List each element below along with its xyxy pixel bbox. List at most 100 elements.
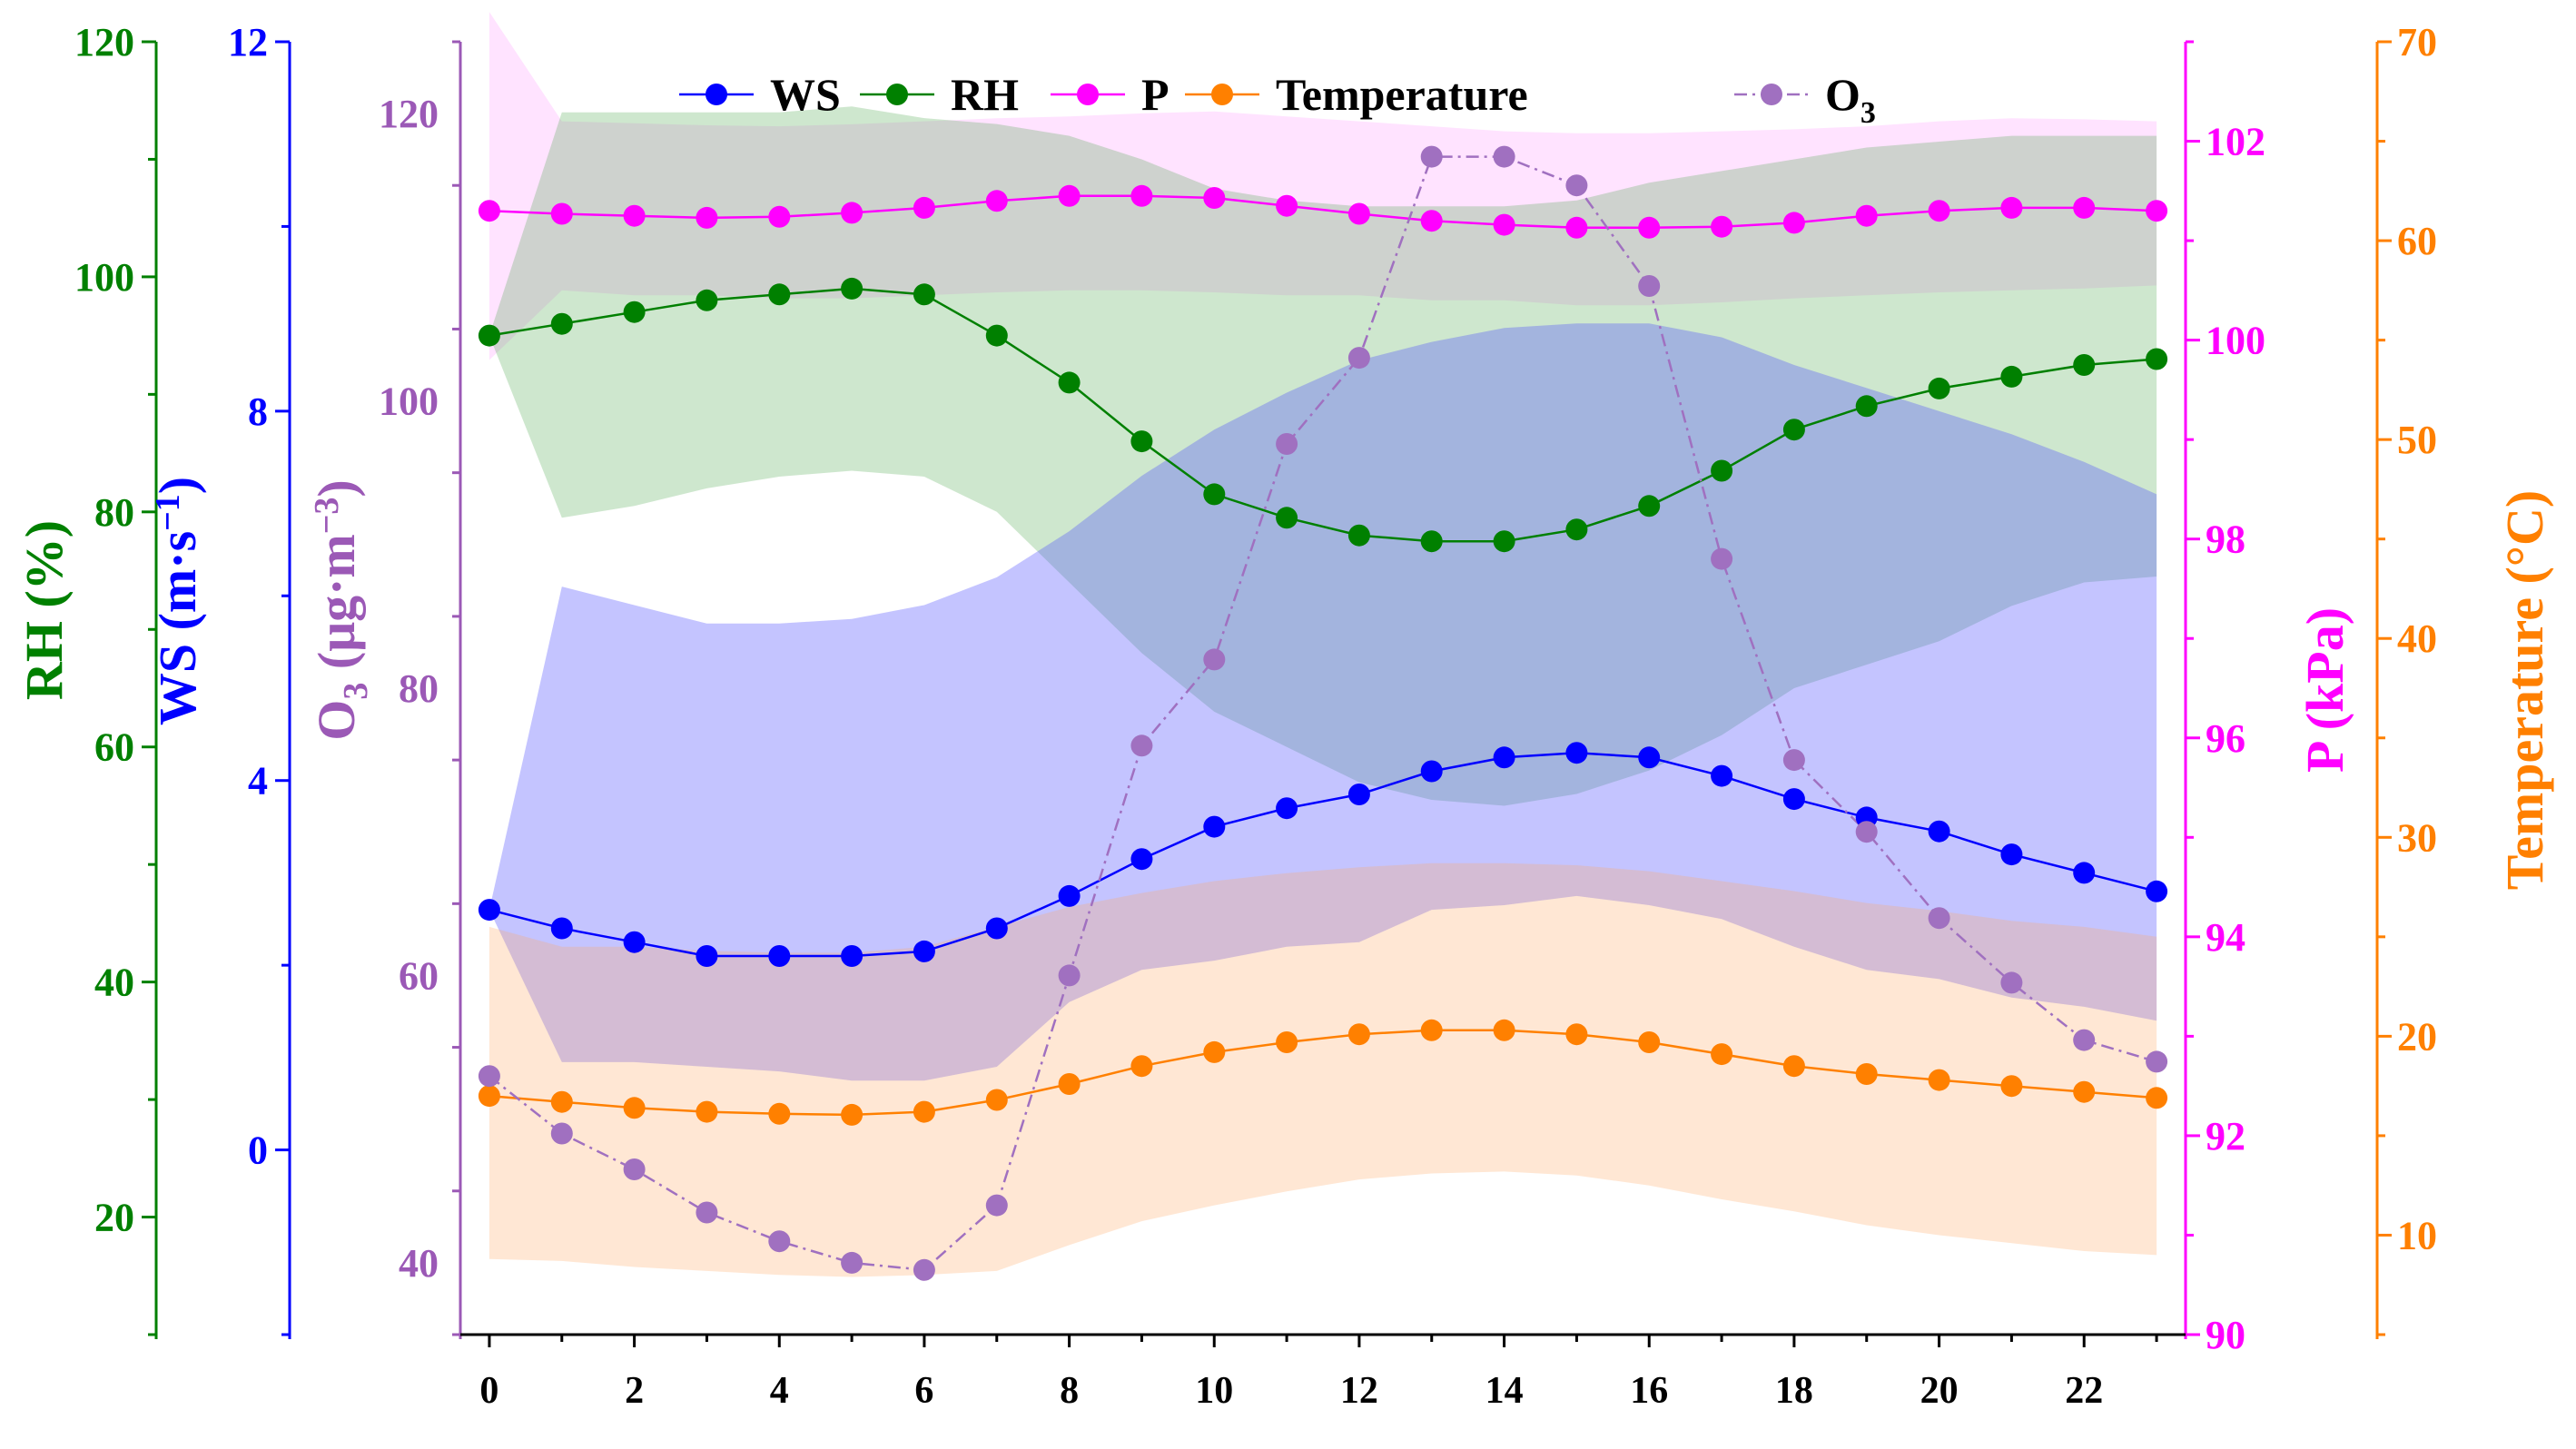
x-tick-label: 22	[2065, 1370, 2103, 1412]
o3-point	[1638, 275, 1661, 297]
o3-point	[623, 1158, 646, 1180]
o3-point	[913, 1258, 935, 1281]
legend-item-ws: WS	[679, 69, 841, 120]
temp-point	[985, 1089, 1008, 1111]
temp-point	[1565, 1023, 1588, 1046]
o3-point	[2073, 1029, 2096, 1051]
rh-tick-label: 80	[94, 490, 134, 535]
p-point	[1276, 194, 1298, 217]
p-tick-label: 94	[2206, 915, 2245, 960]
p-point	[1130, 184, 1153, 207]
p-axis-title: P (kPa)	[2295, 607, 2354, 773]
p-point	[985, 190, 1008, 212]
temp-tick-label: 60	[2397, 219, 2437, 263]
ws-tick-label: 8	[248, 389, 268, 434]
ws-point	[1058, 884, 1081, 907]
p-line	[489, 194, 2157, 230]
temp-point	[1203, 1040, 1226, 1063]
ws-point	[1130, 848, 1153, 871]
ws-range-band	[489, 323, 2157, 1081]
p-point	[1347, 202, 1370, 225]
rh-point	[1203, 483, 1226, 506]
p-tick-label: 98	[2206, 518, 2245, 562]
ws-point	[1638, 746, 1661, 769]
rh-point	[1782, 419, 1805, 441]
ws-point	[696, 945, 718, 967]
o3-tick-label: 100	[379, 380, 439, 424]
temp-point	[1276, 1031, 1298, 1053]
p-tick-label: 96	[2206, 716, 2245, 761]
legend: WS RH P Temperature O3	[679, 69, 1876, 130]
legend-swatch-marker	[706, 84, 727, 105]
temp-point	[2000, 1075, 2023, 1098]
rh-range-band	[489, 106, 2157, 806]
temp-tick-label: 40	[2397, 616, 2437, 661]
legend-swatch-marker	[886, 84, 908, 105]
x-tick-label: 20	[1920, 1370, 1959, 1412]
ws-point	[1782, 788, 1805, 811]
ws-point	[1347, 784, 1370, 805]
ws-point	[913, 940, 935, 962]
x-tick-label: 14	[1485, 1370, 1524, 1412]
rh-point	[696, 289, 718, 311]
o3-axis-title: O3 (μg·m−3)	[307, 479, 375, 740]
temp-tick-label: 70	[2397, 20, 2437, 64]
p-point	[1565, 216, 1588, 239]
temp-point	[2146, 1087, 2168, 1109]
p-tick-label: 92	[2206, 1114, 2245, 1158]
p-point	[623, 204, 646, 227]
ws-line	[489, 751, 2157, 958]
temp-tick-label: 30	[2397, 815, 2437, 860]
temp-point	[550, 1090, 573, 1113]
p-point	[1058, 184, 1081, 207]
p-point	[1855, 204, 1878, 227]
ws-point	[623, 931, 646, 953]
rh-point	[1130, 430, 1153, 453]
legend-item-o3: O3	[1734, 69, 1876, 130]
rh-point	[1711, 459, 1733, 482]
x-tick-label: 18	[1775, 1370, 1813, 1412]
ws-point	[1711, 764, 1733, 787]
temp-line	[489, 1029, 2157, 1117]
x-tick-label: 6	[914, 1370, 933, 1412]
legend-label: RH	[951, 69, 1019, 120]
p-range-band	[489, 12, 2157, 360]
rh-point	[1276, 507, 1298, 529]
x-tick-label: 12	[1340, 1370, 1378, 1412]
rh-tick-label: 100	[74, 255, 134, 300]
temp-point	[1420, 1019, 1443, 1041]
ws-point	[1928, 820, 1950, 843]
temp-point	[768, 1102, 791, 1125]
ws-point	[478, 899, 500, 922]
temp-point	[2073, 1080, 2096, 1103]
o3-point	[1058, 964, 1081, 987]
rh-point	[550, 312, 573, 335]
temp-point	[623, 1097, 646, 1119]
rh-point	[1347, 524, 1370, 547]
p-point	[550, 202, 573, 225]
x-tick-label: 0	[479, 1370, 498, 1412]
range-bands	[489, 12, 2157, 1277]
rh-tick-label: 20	[94, 1196, 134, 1240]
rh-line	[489, 287, 2157, 543]
legend-item-rh: RH	[860, 69, 1019, 120]
ws-point	[2000, 843, 2023, 866]
p-point	[913, 196, 935, 219]
x-tick-label: 10	[1195, 1370, 1233, 1412]
temp-tick-label: 10	[2397, 1213, 2437, 1257]
o3-point	[985, 1194, 1008, 1217]
ws-point	[1565, 742, 1588, 764]
rh-point	[1928, 377, 1950, 399]
p-tick-label: 102	[2206, 120, 2265, 164]
temp-point	[1130, 1055, 1153, 1078]
o3-point	[1782, 749, 1805, 772]
series-points	[478, 145, 2168, 1281]
temp-point	[1855, 1063, 1878, 1085]
o3-tick-label: 120	[379, 92, 439, 136]
rh-point	[2073, 354, 2096, 376]
ws-point	[1203, 815, 1226, 838]
o3-point	[1420, 145, 1443, 168]
temp-point	[1928, 1069, 1950, 1091]
temp-point	[1347, 1023, 1370, 1046]
ws-tick-label: 12	[228, 20, 268, 64]
